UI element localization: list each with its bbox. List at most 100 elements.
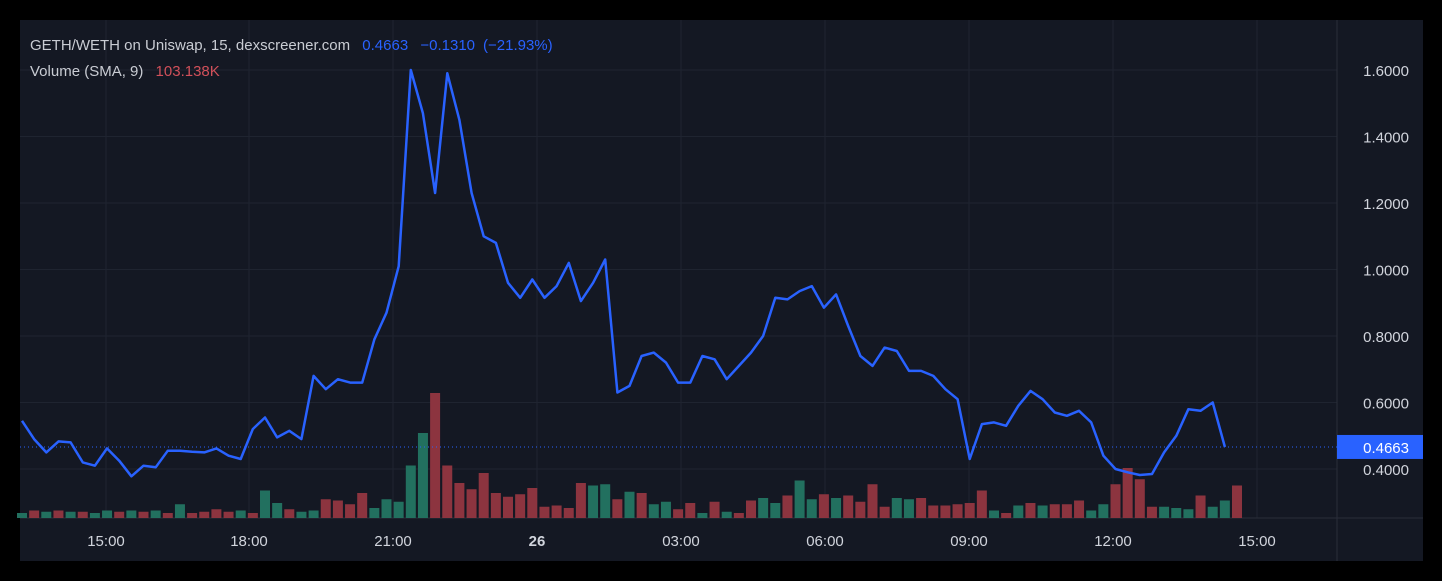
x-tick-label: 09:00: [950, 533, 988, 550]
volume-bar: [89, 513, 100, 518]
volume-bar: [1171, 508, 1182, 518]
volume-bar: [648, 504, 659, 518]
volume-bar: [41, 511, 52, 518]
volume-bar: [199, 511, 210, 518]
volume-bar: [126, 510, 137, 518]
volume-bar: [357, 493, 368, 518]
volume-bar: [1219, 500, 1230, 518]
volume-bar: [1110, 484, 1121, 518]
volume-bar: [65, 511, 76, 518]
chart-panel[interactable]: [20, 20, 1423, 561]
x-tick-label: 21:00: [374, 533, 412, 550]
volume-bar: [138, 511, 149, 518]
volume-bar: [1086, 510, 1097, 518]
volume-bar: [831, 498, 842, 518]
volume-bar: [17, 513, 27, 518]
volume-bar: [296, 511, 307, 518]
volume-bar: [1195, 495, 1206, 518]
volume-bar: [709, 501, 720, 518]
volume-bar: [369, 508, 380, 518]
volume-bar: [503, 496, 513, 518]
volume-bar: [624, 491, 635, 518]
volume-bar: [879, 506, 890, 518]
volume-bar: [174, 504, 185, 518]
y-tick-label: 0.6000: [1363, 396, 1409, 413]
volume-bar: [393, 501, 404, 518]
volume-bar: [260, 490, 270, 518]
price-line: [20, 68, 1227, 478]
y-axis: 1.6000 1.4000 1.2000 1.0000 0.8000 0.6000 0.40…: [1363, 63, 1409, 479]
volume-bar: [1159, 506, 1170, 518]
x-tick-label: 12:00: [1094, 533, 1132, 550]
volume-bar: [964, 503, 975, 518]
volume-bar: [1183, 509, 1194, 518]
volume-bar: [381, 499, 392, 518]
volume-bar: [940, 505, 951, 518]
volume-bar: [1074, 500, 1085, 518]
volume-bar: [928, 505, 939, 518]
volume-bar: [903, 499, 914, 518]
volume-bar: [782, 495, 793, 518]
grid-lines: [20, 20, 1423, 561]
volume-bar: [600, 484, 611, 518]
volume-bar: [818, 494, 829, 518]
volume-bar: [976, 490, 987, 518]
volume-bar: [405, 465, 416, 518]
volume-bar: [1049, 504, 1060, 518]
price-series: [20, 68, 1337, 478]
volume-bar: [223, 511, 234, 518]
volume-bar: [588, 485, 599, 518]
volume-bar: [916, 498, 927, 518]
y-tick-label: 0.4000: [1363, 462, 1409, 479]
volume-bar: [1013, 505, 1024, 518]
volume-bar: [284, 509, 295, 518]
x-axis: 15:00 18:00 21:00 26 03:00 06:00 09:00 12:00 15:…: [87, 533, 1276, 550]
volume-bar: [685, 503, 696, 518]
volume-bar: [187, 513, 198, 518]
volume-bar: [746, 500, 756, 518]
price-change-percent: (−21.93%): [483, 37, 553, 54]
volume-bar: [1025, 503, 1036, 518]
volume-value: 103.138K: [155, 63, 220, 80]
symbol-legend: GETH/WETH on Uniswap, 15, dexscreener.co…: [30, 37, 561, 54]
volume-bar: [660, 501, 671, 518]
volume-bar: [430, 393, 441, 518]
volume-bar: [490, 493, 501, 518]
volume-bar: [612, 499, 623, 518]
volume-bar: [758, 498, 769, 518]
volume-bar: [1134, 479, 1145, 518]
volume-bar: [114, 511, 125, 518]
y-tick-label: 1.0000: [1363, 263, 1409, 280]
volume-bar: [1061, 504, 1072, 518]
volume-bar: [527, 488, 538, 518]
volume-bar: [989, 510, 999, 518]
x-tick-label: 03:00: [662, 533, 700, 550]
current-price-tag: 0.4663: [1337, 434, 1423, 459]
volume-bars: [17, 393, 1242, 518]
x-tick-label: 06:00: [806, 533, 844, 550]
y-tick-label: 0.8000: [1363, 329, 1409, 346]
volume-bar: [417, 433, 428, 518]
volume-bar: [539, 506, 550, 518]
volume-title: Volume (SMA, 9): [30, 63, 144, 80]
volume-bar: [697, 513, 708, 518]
volume-bar: [1232, 485, 1242, 518]
x-tick-label: 26: [529, 533, 546, 550]
volume-bar: [1098, 504, 1109, 518]
volume-bar: [1122, 468, 1133, 518]
volume-bar: [211, 509, 222, 518]
volume-bar: [478, 473, 489, 518]
y-tick-label: 1.6000: [1363, 63, 1409, 80]
volume-bar: [247, 513, 258, 518]
volume-bar: [442, 465, 453, 518]
volume-bar: [563, 508, 574, 518]
volume-bar: [466, 489, 477, 518]
volume-bar: [952, 504, 963, 518]
x-tick-label: 15:00: [1238, 533, 1276, 550]
x-tick-label: 18:00: [230, 533, 268, 550]
volume-bar: [1146, 506, 1157, 518]
volume-bar: [515, 494, 526, 518]
volume-bar: [150, 510, 161, 518]
